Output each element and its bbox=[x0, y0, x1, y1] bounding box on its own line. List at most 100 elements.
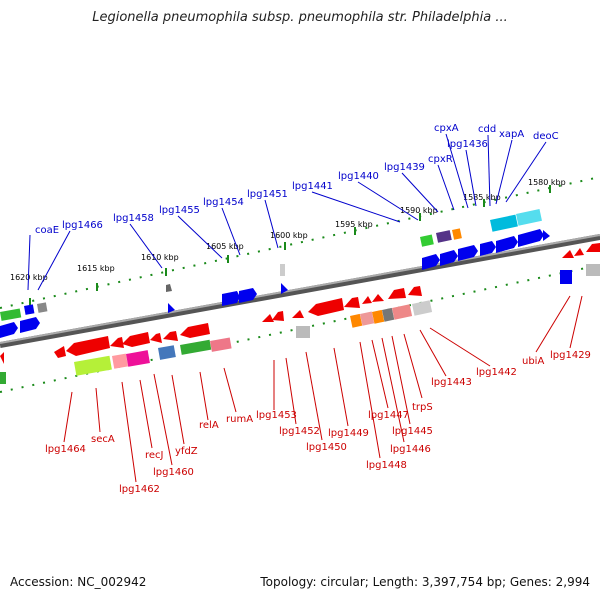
gene-label: lpg1450 bbox=[306, 442, 347, 453]
gene-block bbox=[350, 313, 363, 328]
gene-block bbox=[436, 230, 452, 243]
gene-label: cpxA bbox=[434, 123, 459, 134]
gene-arrow bbox=[586, 243, 600, 252]
gene-label: lpg1446 bbox=[390, 444, 431, 455]
gene-block bbox=[180, 339, 212, 355]
gene-label: lpg1460 bbox=[153, 467, 194, 478]
gene-arrow bbox=[0, 322, 18, 338]
gene-label: rumA bbox=[226, 414, 253, 425]
gene-label: xapA bbox=[499, 129, 524, 140]
gene-arrow bbox=[388, 288, 406, 299]
gene-label: trpS bbox=[412, 402, 433, 413]
gene-arrow bbox=[440, 250, 458, 266]
gene-arrow bbox=[292, 310, 304, 318]
gene-label: lpg1451 bbox=[247, 189, 288, 200]
gene-label: lpg1442 bbox=[476, 367, 517, 378]
gene-block bbox=[125, 350, 150, 367]
backbone bbox=[0, 234, 600, 348]
gene-arrow bbox=[422, 254, 440, 270]
gene-label: lpg1441 bbox=[292, 181, 333, 192]
gene-arrow bbox=[543, 230, 550, 241]
gene-label: cpxR bbox=[428, 154, 453, 165]
gene-block bbox=[382, 307, 395, 322]
kbp-label: 1615 kbp bbox=[77, 264, 115, 273]
gene-label: recJ bbox=[145, 450, 164, 461]
accession-text: Accession: NC_002942 bbox=[10, 575, 147, 589]
gene-arrow bbox=[574, 248, 584, 256]
major-ticks bbox=[29, 185, 551, 306]
gene-label: lpg1440 bbox=[338, 171, 379, 182]
gene-arrow bbox=[362, 296, 372, 304]
gene-label: lpg1458 bbox=[113, 213, 154, 224]
gene-label: lpg1462 bbox=[119, 484, 160, 495]
gene-label: cdd bbox=[478, 124, 496, 135]
gene-arrow bbox=[480, 241, 496, 256]
gene-block bbox=[158, 345, 176, 360]
gene-block bbox=[0, 372, 6, 384]
gene-block bbox=[111, 353, 129, 369]
gene-arrow bbox=[54, 346, 66, 358]
gene-arrow bbox=[150, 333, 162, 343]
gene-label: lpg1436 bbox=[447, 139, 488, 150]
gene-arrow bbox=[344, 297, 360, 308]
gene-label: deoC bbox=[533, 131, 559, 142]
gene-label: lpg1429 bbox=[550, 350, 591, 361]
gene-arrow bbox=[262, 314, 274, 322]
kbp-label: 1580 kbp bbox=[528, 178, 566, 187]
gene-arrow bbox=[408, 286, 422, 296]
gene-label: coaE bbox=[35, 225, 59, 236]
kbp-label: 1600 kbp bbox=[270, 231, 308, 240]
gene-arrow bbox=[122, 332, 150, 347]
gene-label: lpg1452 bbox=[279, 426, 320, 437]
gene-arrow bbox=[518, 229, 544, 247]
gene-arrow bbox=[239, 288, 257, 303]
gene-label: ubiA bbox=[522, 356, 544, 367]
gene-arrow bbox=[20, 317, 40, 333]
gene-arrow bbox=[66, 336, 110, 356]
gene-arrow bbox=[372, 294, 384, 302]
genome-title: Legionella pneumophila subsp. pneumophil… bbox=[92, 10, 508, 25]
gene-arrow bbox=[0, 352, 4, 364]
gene-block bbox=[74, 355, 112, 376]
gene-arrow bbox=[308, 298, 344, 316]
gene-block bbox=[210, 337, 232, 352]
gene-label: lpg1466 bbox=[62, 220, 103, 231]
bottom-labels: lpg1464 secA lpg1462 recJ lpg1460 yfdZ r… bbox=[45, 350, 591, 495]
reverse-genes bbox=[0, 243, 600, 384]
top-labels: coaE lpg1466 lpg1458 lpg1455 lpg1454 lpg… bbox=[35, 123, 559, 236]
gene-block bbox=[586, 264, 600, 276]
kbp-label: 1595 kbp bbox=[335, 220, 373, 229]
gene-label: yfdZ bbox=[175, 446, 198, 457]
gene-block bbox=[516, 209, 542, 226]
gene-label: lpg1447 bbox=[368, 410, 409, 421]
gene-label: lpg1445 bbox=[392, 426, 433, 437]
leader-lines-bottom bbox=[63, 295, 583, 483]
gene-label: lpg1453 bbox=[256, 410, 297, 421]
kbp-label: 1585 kbp bbox=[463, 193, 501, 202]
gene-label: secA bbox=[91, 434, 115, 445]
kbp-label: 1590 kbp bbox=[400, 206, 438, 215]
gene-arrow bbox=[168, 303, 175, 313]
gene-label: relA bbox=[199, 420, 219, 431]
kbp-label: 1610 kbp bbox=[141, 253, 179, 262]
gene-arrow bbox=[281, 283, 288, 294]
gene-block bbox=[24, 304, 35, 315]
gene-label: lpg1448 bbox=[366, 460, 407, 471]
gene-label: lpg1439 bbox=[384, 162, 425, 173]
gene-label: lpg1464 bbox=[45, 444, 86, 455]
gene-label: lpg1454 bbox=[203, 197, 244, 208]
gene-block bbox=[296, 326, 310, 338]
gene-arrow bbox=[222, 291, 240, 306]
gene-label: lpg1443 bbox=[431, 377, 472, 388]
gene-block bbox=[166, 284, 172, 292]
gene-label: lpg1455 bbox=[159, 205, 200, 216]
gene-arrow bbox=[458, 245, 478, 261]
gene-block bbox=[452, 228, 462, 240]
gene-block bbox=[0, 308, 22, 321]
leader-lines-top bbox=[27, 133, 547, 291]
gene-block bbox=[420, 234, 434, 247]
gene-block bbox=[280, 264, 285, 276]
gene-block bbox=[372, 309, 385, 324]
kbp-label: 1605 kbp bbox=[206, 242, 244, 251]
